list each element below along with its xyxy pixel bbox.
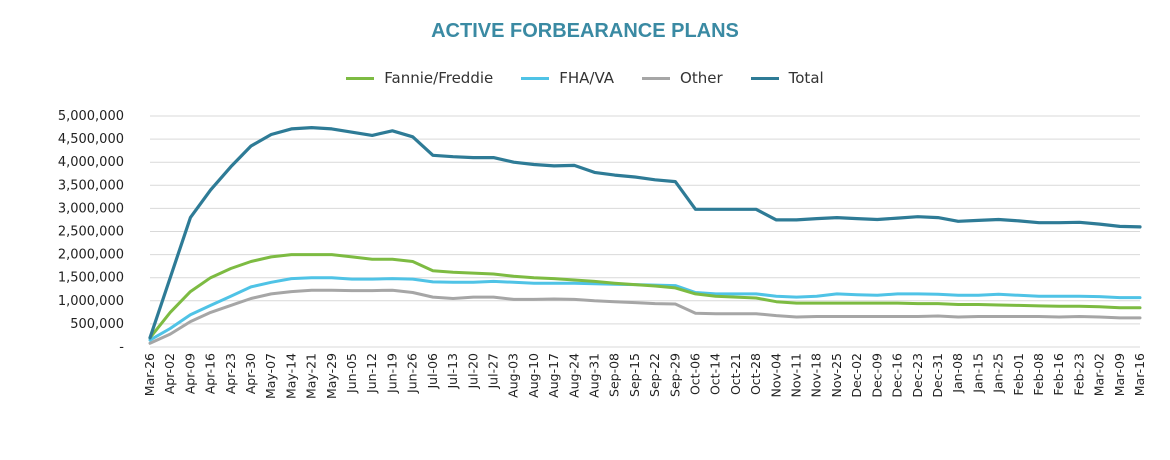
- x-tick-label: Nov-25: [829, 353, 844, 397]
- x-tick-label: Dec-02: [849, 353, 864, 398]
- x-tick-label: Feb-01: [1011, 353, 1026, 396]
- x-tick-label: Dec-16: [890, 353, 905, 398]
- x-tick-label: Aug-31: [586, 353, 601, 398]
- x-tick-label: Nov-11: [789, 353, 804, 397]
- x-tick-label: Oct-06: [688, 353, 703, 395]
- x-tick-label: Nov-18: [809, 353, 824, 398]
- x-tick-label: Jun-12: [364, 353, 379, 394]
- x-tick-label: Oct-14: [708, 353, 723, 395]
- x-tick-label: Aug-03: [506, 353, 521, 398]
- x-tick-label: Sep-15: [627, 353, 642, 397]
- x-tick-label: Jan-15: [970, 353, 985, 394]
- legend-item-total: Total: [750, 69, 824, 87]
- x-tick-label: Dec-31: [930, 353, 945, 398]
- x-tick-label: Mar-16: [1132, 353, 1147, 396]
- x-tick-label: Apr-23: [223, 353, 238, 394]
- legend: Fannie/Freddie FHA/VA Other Total: [0, 69, 1170, 87]
- x-tick-label: Jul-20: [465, 353, 480, 390]
- y-tick-label: 3,500,000: [58, 178, 124, 193]
- legend-label-fha-va: FHA/VA: [559, 69, 615, 87]
- x-tick-label: Mar-02: [1092, 353, 1107, 396]
- legend-label-other: Other: [680, 69, 723, 87]
- x-tick-label: Dec-09: [869, 353, 884, 398]
- x-tick-label: Oct-21: [728, 353, 743, 395]
- y-tick-label: 4,500,000: [58, 132, 124, 147]
- x-tick-label: Nov-04: [768, 353, 783, 398]
- y-tick-label: -: [119, 340, 124, 355]
- legend-item-other: Other: [642, 69, 723, 87]
- x-tick-label: Jun-19: [384, 353, 399, 394]
- series-line-fha-va: [148, 276, 1142, 342]
- x-tick-label: Jul-13: [445, 353, 460, 390]
- legend-label-fannie-freddie: Fannie/Freddie: [384, 69, 494, 87]
- legend-item-fha-va: FHA/VA: [521, 69, 614, 87]
- series-line-other: [148, 288, 1142, 345]
- x-tick-label: Jul-27: [485, 353, 500, 390]
- x-tick-label: Aug-10: [526, 353, 541, 398]
- y-tick-label: 1,000,000: [58, 294, 124, 309]
- x-tick-label: Jan-25: [991, 353, 1006, 394]
- legend-label-total: Total: [788, 69, 824, 87]
- x-tick-label: Apr-16: [203, 353, 218, 394]
- chart-title: ACTIVE FORBEARANCE PLANS: [431, 20, 739, 42]
- x-tick-label: Oct-28: [748, 353, 763, 395]
- x-tick-label: Jun-26: [405, 353, 420, 394]
- series-line-fannie-freddie: [148, 253, 1142, 340]
- x-tick-label: Sep-22: [647, 353, 662, 397]
- x-tick-label: Apr-09: [182, 353, 197, 394]
- x-tick-label: May-21: [304, 353, 319, 399]
- y-tick-label: 3,000,000: [58, 201, 124, 216]
- x-tick-label: Jul-06: [425, 353, 440, 390]
- x-tick-label: Sep-08: [607, 353, 622, 397]
- legend-item-fannie-freddie: Fannie/Freddie: [346, 69, 493, 87]
- x-tick-label: Jan-08: [950, 353, 965, 394]
- x-tick-label: Feb-23: [1071, 353, 1086, 396]
- legend-swatch-total: [750, 76, 779, 80]
- y-tick-label: 1,500,000: [58, 271, 124, 286]
- x-tick-label: Sep-29: [667, 353, 682, 397]
- y-tick-label: 2,000,000: [58, 248, 124, 263]
- x-tick-label: Mar-26: [142, 353, 157, 396]
- x-tick-label: May-14: [283, 353, 298, 399]
- x-tick-label: May-07: [263, 353, 278, 399]
- legend-swatch-fha-va: [521, 76, 550, 80]
- x-tick-label: Feb-16: [1051, 353, 1066, 396]
- x-tick-label: Aug-24: [566, 353, 581, 398]
- y-tick-label: 5,000,000: [58, 109, 124, 124]
- x-tick-label: Feb-08: [1031, 353, 1046, 396]
- x-tick-label: Apr-02: [162, 353, 177, 394]
- series-line-total: [148, 125, 1142, 340]
- x-tick-label: May-29: [324, 353, 339, 399]
- x-tick-label: Apr-30: [243, 353, 258, 394]
- x-tick-label: Jun-05: [344, 353, 359, 394]
- x-tick-label: Dec-23: [910, 353, 925, 398]
- y-tick-label: 500,000: [70, 317, 124, 332]
- y-tick-label: 4,000,000: [58, 155, 124, 170]
- legend-swatch-fannie-freddie: [346, 76, 375, 80]
- x-tick-label: Aug-17: [546, 353, 561, 398]
- x-tick-label: Mar-09: [1112, 353, 1127, 396]
- y-tick-label: 2,500,000: [58, 225, 124, 240]
- legend-swatch-other: [642, 76, 671, 80]
